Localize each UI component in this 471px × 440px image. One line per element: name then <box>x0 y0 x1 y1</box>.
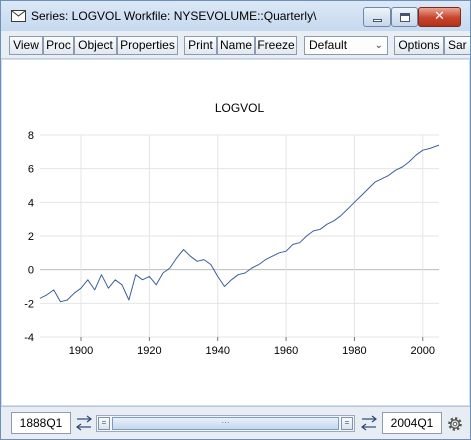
y-tick-label: 0 <box>28 265 34 277</box>
toolbar: View Proc Object Properties Print Name F… <box>1 31 470 59</box>
swap-arrows-icon[interactable] <box>360 413 378 433</box>
minimize-icon <box>373 19 382 22</box>
scroll-left-button[interactable]: = <box>98 417 110 430</box>
chevron-down-icon: ⌄ <box>374 40 383 51</box>
y-tick-label: -2 <box>24 298 34 310</box>
maximize-button[interactable] <box>391 7 418 27</box>
gear-icon[interactable] <box>446 415 464 433</box>
close-icon: ✕ <box>434 9 445 24</box>
view-button[interactable]: View <box>9 36 43 55</box>
graph-area[interactable]: LOGVOL -4 -2 0 2 4 6 8 1900 1920 1940 1960 1980 2000 <box>2 60 469 405</box>
title-bar[interactable]: Series: LOGVOL Workfile: NYSEVOLUME::Qua… <box>1 1 470 31</box>
minimize-button[interactable] <box>363 7 391 27</box>
swap-arrows-icon[interactable] <box>75 413 93 433</box>
sample-end-field[interactable]: 2004Q1 <box>382 412 442 434</box>
print-button[interactable]: Print <box>184 36 217 55</box>
sample-scrollbar[interactable]: = ··· = <box>96 415 355 432</box>
close-button[interactable]: ✕ <box>418 7 461 27</box>
object-button[interactable]: Object <box>74 36 117 55</box>
scroll-right-button[interactable]: = <box>341 417 353 430</box>
options-button[interactable]: Options <box>394 36 444 55</box>
y-tick-label: 8 <box>28 130 34 142</box>
logvol-line-chart: LOGVOL -4 -2 0 2 4 6 8 1900 1920 1940 1960 1980 2000 <box>24 101 440 357</box>
view-mode-value: Default <box>309 38 348 52</box>
freeze-button[interactable]: Freeze <box>255 36 297 55</box>
x-tick-label: 1920 <box>137 345 161 357</box>
chart-title: LOGVOL <box>215 101 265 115</box>
properties-button[interactable]: Properties <box>117 36 178 55</box>
y-tick-label: -4 <box>24 332 34 344</box>
x-tick-label: 1960 <box>274 345 298 357</box>
name-button[interactable]: Name <box>217 36 255 55</box>
sample-start-field[interactable]: 1888Q1 <box>11 412 71 434</box>
sample-bar: 1888Q1 = ··· = 2004Q1 <box>1 406 470 439</box>
x-tick-label: 2000 <box>411 345 435 357</box>
x-tick-label: 1980 <box>342 345 366 357</box>
x-tick-label: 1940 <box>205 345 229 357</box>
maximize-icon <box>400 13 410 22</box>
scroll-thumb[interactable]: ··· <box>112 417 339 430</box>
y-tick-label: 2 <box>28 231 34 243</box>
envelope-icon <box>11 10 26 22</box>
y-tick-label: 4 <box>28 197 34 209</box>
series-line <box>39 144 440 303</box>
x-tick-label: 1900 <box>69 345 93 357</box>
sample-button[interactable]: Sar <box>444 36 470 55</box>
view-mode-select[interactable]: Default ⌄ <box>304 36 388 55</box>
proc-button[interactable]: Proc <box>43 36 74 55</box>
y-tick-label: 6 <box>28 164 34 176</box>
window-title: Series: LOGVOL Workfile: NYSEVOLUME::Qua… <box>31 9 317 23</box>
